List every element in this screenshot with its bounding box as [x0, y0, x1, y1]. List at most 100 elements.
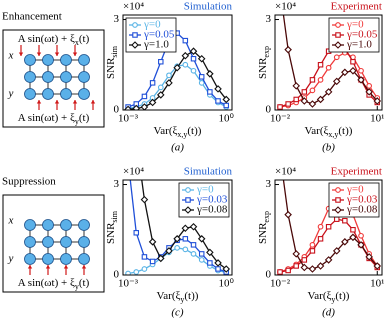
point: [166, 72, 172, 79]
lattice-node: [42, 253, 54, 265]
point: [197, 235, 206, 243]
point: [149, 80, 156, 86]
multiplier: ×10⁴: [123, 166, 144, 178]
lattice-node: [42, 88, 54, 100]
point: [198, 257, 205, 263]
legend-label: γ=1.0: [346, 39, 372, 51]
point: [132, 104, 141, 110]
lattice-node: [78, 71, 90, 83]
x-axis-label-sub: x,y: [177, 130, 187, 139]
point: [222, 265, 231, 273]
lattice-node: [42, 71, 54, 83]
legend-label: γ=0: [143, 19, 161, 31]
point: [300, 97, 309, 105]
point: [157, 254, 165, 263]
y-tick-label: 3: [114, 13, 120, 25]
point: [285, 101, 291, 107]
point: [149, 258, 156, 265]
drive-formula-tail: (t): [79, 33, 90, 45]
point: [277, 104, 283, 110]
x-axis-label-tail: (t)): [187, 125, 201, 137]
point: [293, 96, 299, 103]
point: [181, 224, 190, 233]
y-tick-label: 0: [266, 269, 272, 281]
point: [365, 88, 373, 96]
x-tick-label: 10¹: [370, 278, 384, 290]
point: [324, 88, 333, 96]
drive-arrow-head: [72, 52, 78, 56]
legend-marker: [334, 206, 342, 214]
point: [125, 270, 131, 275]
drive-arrow-head: [54, 100, 60, 104]
lattice-y-label: y: [8, 88, 14, 100]
drive-arrow-head: [54, 52, 60, 56]
legend-label: γ=0.05: [143, 29, 175, 41]
point: [309, 87, 316, 94]
legend-marker: [335, 187, 341, 193]
y-axis-label-main: SNR: [105, 222, 117, 244]
point: [133, 269, 140, 275]
y-axis-label-sub: sim: [110, 210, 119, 222]
x-axis-label-main: Var(ξ: [305, 125, 329, 137]
point: [301, 89, 308, 95]
point: [141, 93, 148, 100]
point: [365, 253, 373, 261]
x-axis-label-sub: x,y: [328, 130, 338, 139]
drive-formula-main: A sin(ωt) + ξ: [18, 33, 75, 45]
axes-frame: [122, 14, 233, 111]
x-tick-label: 10⁻³: [118, 278, 139, 290]
point: [157, 84, 164, 91]
point: [182, 37, 189, 44]
panel-title: Experiment: [331, 166, 382, 178]
y-axis-label-sub: sim: [110, 45, 119, 57]
point: [308, 100, 317, 108]
x-tick-label: 10⁻²: [270, 278, 291, 290]
legend-marker: [184, 206, 192, 214]
diagram-frame: [2, 194, 105, 293]
lattice-node: [60, 71, 72, 83]
y-tick-label: 0: [114, 269, 120, 281]
point: [190, 242, 197, 248]
point: [165, 247, 173, 255]
x-tick-label: 10⁻²: [270, 113, 291, 125]
drive-arrow-head: [63, 265, 69, 269]
axes-frame: [274, 14, 383, 111]
point: [342, 217, 348, 224]
point: [285, 267, 291, 274]
multiplier: ×10⁴: [275, 1, 296, 13]
drive-arrow-head: [90, 100, 96, 104]
x-axis-label-tail: (t)): [184, 290, 198, 302]
x-axis-label-tail: (t)): [338, 125, 352, 137]
diagram-title: Enhancement: [2, 11, 62, 23]
point: [198, 74, 205, 80]
x-tick-label: 10⁰: [219, 113, 235, 125]
legend-marker: [131, 41, 139, 49]
drive-formula-tail: (t): [79, 277, 90, 289]
panel-title: Simulation: [184, 1, 233, 13]
point: [223, 102, 229, 109]
point: [284, 45, 292, 54]
x-axis-label-main: Var(ξ: [154, 125, 178, 137]
multiplier: ×10⁴: [275, 166, 296, 178]
point: [182, 246, 189, 253]
legend-label: γ=0: [346, 19, 364, 31]
point: [182, 61, 189, 68]
y-axis-label-main: SNR: [257, 57, 269, 79]
point: [126, 158, 130, 162]
point: [373, 262, 382, 270]
x-axis-label-main: Var(ξ: [157, 290, 181, 302]
x-tick-label: 10⁰: [219, 278, 235, 290]
drive-formula: A sin(ωt) + ξy(t): [18, 112, 90, 127]
point: [197, 54, 206, 63]
legend-marker: [335, 197, 341, 203]
y-axis-label-sub: exp: [262, 46, 271, 58]
point: [349, 67, 357, 75]
diagram-frame: [2, 29, 105, 128]
point: [309, 248, 316, 254]
lattice-node: [78, 88, 90, 100]
legend-label: γ=0: [196, 184, 214, 196]
point: [333, 216, 340, 222]
x-axis-label-sub: y: [180, 295, 184, 304]
point: [317, 62, 324, 68]
legend-marker: [185, 197, 191, 203]
